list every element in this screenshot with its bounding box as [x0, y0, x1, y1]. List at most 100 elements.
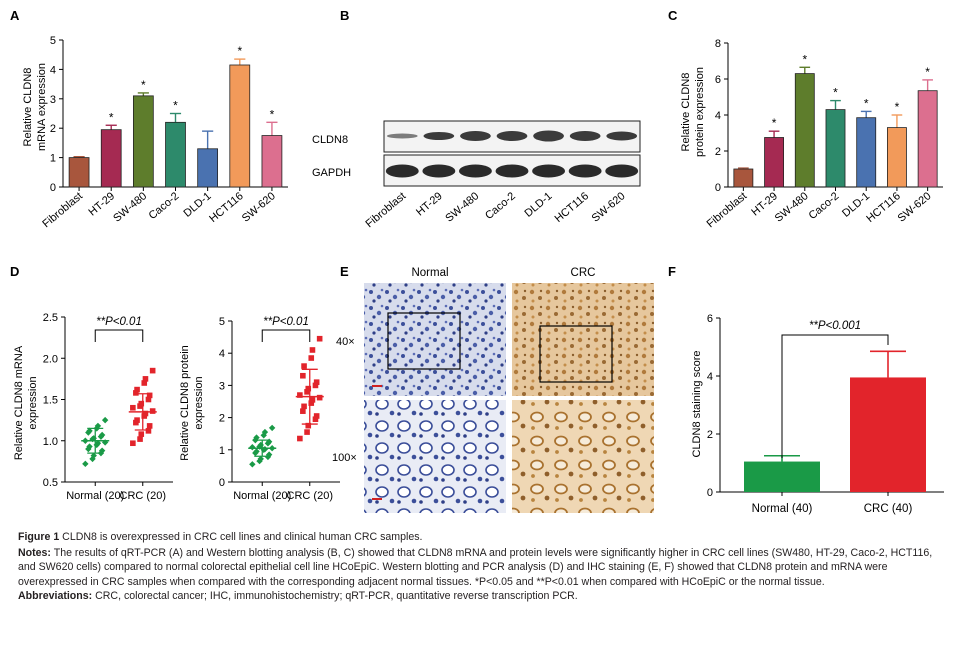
panel-d-right-point: [268, 424, 276, 432]
panel-a-significance: *: [109, 110, 114, 124]
blot-bands: [385, 130, 639, 178]
panel-c-y-tick-label: 6: [715, 74, 721, 86]
panel-d-left-point: [142, 376, 149, 382]
panel-d-right-point: [301, 363, 307, 369]
panel-c-ylabel-line2: protein expression: [694, 67, 706, 157]
caption-notes-label: Notes:: [18, 546, 51, 559]
ihc-normal-40x-inset-box: [387, 312, 461, 370]
caption-title: CLDN8 is overexpressed in CRC cell lines…: [62, 531, 423, 543]
panel-d-right-y-tick-label: 3: [219, 380, 225, 392]
blot-band-cldn8: [533, 130, 564, 142]
panel-d-right-point: [305, 385, 312, 392]
panel-a-bar: [197, 148, 219, 188]
panel-d-left-point: [138, 431, 145, 437]
panel-d-left-significance-bracket: [94, 329, 144, 342]
panel-d-left-point: [101, 416, 109, 424]
panel-d-right-ylabel-line2: expression: [193, 376, 205, 429]
panel-a-bar: [132, 95, 154, 188]
panel-d-left-point: [130, 440, 136, 447]
panel-c-x-tick-label: SW-620: [896, 190, 934, 225]
panel-d-right-point: [304, 389, 310, 395]
panel-d-left-point: [82, 460, 89, 468]
panel-f-y-tick-label: 2: [707, 429, 713, 441]
panel-d-left-y-tick-label: 1.0: [43, 436, 58, 448]
panel-d-right-y-tick-label: 4: [219, 348, 225, 360]
panel-a-significance: *: [141, 78, 146, 92]
panel-d-left-point: [134, 386, 140, 393]
panel-c-ylabel-line1: Relative CLDN8: [680, 73, 692, 152]
panel-a-x-tick-label: Fibroblast: [40, 190, 85, 230]
panel-a-y-tick-label: 3: [50, 94, 56, 106]
blot-label-cldn8: CLDN8: [312, 134, 348, 146]
panel-d-left-point: [94, 422, 102, 430]
figure-caption: Figure 1 CLDN8 is overexpressed in CRC c…: [18, 530, 946, 604]
panel-d-right-significance: **P<0.01: [263, 316, 309, 328]
panel-f-ylabel: CLDN8 staining score: [691, 351, 703, 458]
blot-lane-label: DLD-1: [522, 190, 554, 220]
panel-c-bar: [733, 168, 754, 188]
blot-band-gapdh: [458, 164, 492, 178]
panel-c-y-tick-label: 0: [715, 182, 721, 194]
panel-d-right-plot: 0 1 2 3 4 5 Normal (20)CRC (20) **P<0.01: [219, 316, 340, 502]
ihc-crc-40x: [512, 283, 654, 396]
blot-band-cldn8: [423, 132, 455, 140]
panel-d-right-point: [253, 434, 260, 441]
panel-b-letter: B: [340, 8, 349, 23]
panel-c-bar: [887, 127, 907, 188]
blot-lane-label: Fibroblast: [364, 190, 409, 230]
panel-a-ylabel-line2: mRNA expression: [36, 63, 48, 151]
panel-d-left-point: [98, 447, 106, 454]
panel-d-right-point: [249, 461, 256, 468]
panel-d-right-point: [261, 428, 269, 436]
panel-d-left-point: [86, 427, 93, 435]
panel-a-ylabel-line1: Relative CLDN8: [22, 68, 34, 147]
panel-d-right-point: [308, 400, 315, 406]
panel-a-x-tick-label: SW-480: [111, 190, 149, 225]
panel-d-right-point: [309, 347, 316, 353]
panel-d-left-point: [137, 436, 143, 442]
panel-d-right-y-tick-label: 2: [219, 413, 225, 425]
panel-d-right-point: [301, 403, 307, 410]
blot-lane-label: SW-620: [590, 190, 628, 225]
panel-d-right-y-tick-label: 5: [219, 316, 225, 328]
panel-a: A Relative CLDN8 mRNA expression 0 1 2 3 4 5 F…: [10, 8, 288, 230]
blot-band-cldn8: [386, 133, 418, 139]
panel-d-left-point: [149, 408, 156, 414]
panel-d-right-point: [313, 379, 320, 385]
panel-e-letter: E: [340, 264, 349, 279]
panel-d-left-point: [141, 380, 148, 386]
panel-d-right-point: [312, 416, 319, 423]
panel-d-left-significance: **P<0.01: [96, 316, 142, 328]
panel-d-left-point: [85, 445, 92, 453]
panel-c-x-tick-label: Caco-2: [807, 190, 842, 222]
panel-c-bar: [856, 117, 877, 188]
panel-c-significance: *: [802, 52, 807, 66]
panel-c-bar: [794, 73, 815, 188]
figure-1: A Relative CLDN8 mRNA expression 0 1 2 3 4 5 F…: [10, 8, 944, 515]
panel-a-y-tick-label: 2: [50, 123, 56, 135]
panel-d-left-point: [146, 423, 153, 429]
panel-d-right-point: [300, 408, 306, 414]
panel-c-significance: *: [833, 86, 838, 100]
panel-a-bar: [261, 135, 283, 188]
panel-a-x-tick-label: Caco-2: [147, 190, 182, 222]
panel-d-right-point: [257, 455, 264, 463]
panel-a-significance: *: [173, 99, 178, 113]
panel-c: C Relative CLDN8 protein expression 0 2 4 6…: [668, 8, 943, 230]
blot-band-cldn8: [606, 131, 638, 141]
panel-c-y-tick-label: 2: [715, 146, 721, 158]
ihc-normal-100x-scalebar: [372, 498, 382, 500]
panel-d-right-point: [309, 397, 316, 403]
panel-a-y-tick-label: 5: [50, 35, 56, 47]
caption-notes-text: The results of qRT-PCR (A) and Western b…: [18, 546, 933, 588]
panel-d-left-y-tick-label: 2.0: [43, 353, 58, 365]
ihc-column-crc: CRC: [571, 267, 596, 279]
panel-c-significance: *: [772, 116, 777, 130]
panel-d-right-point: [249, 444, 256, 451]
panel-d-right-point: [308, 355, 315, 361]
panel-d-left-ylabel-line2: expression: [27, 376, 39, 429]
panel-a-significance: *: [270, 107, 275, 121]
caption-title-line: Figure 1 CLDN8 is overexpressed in CRC c…: [18, 530, 946, 545]
